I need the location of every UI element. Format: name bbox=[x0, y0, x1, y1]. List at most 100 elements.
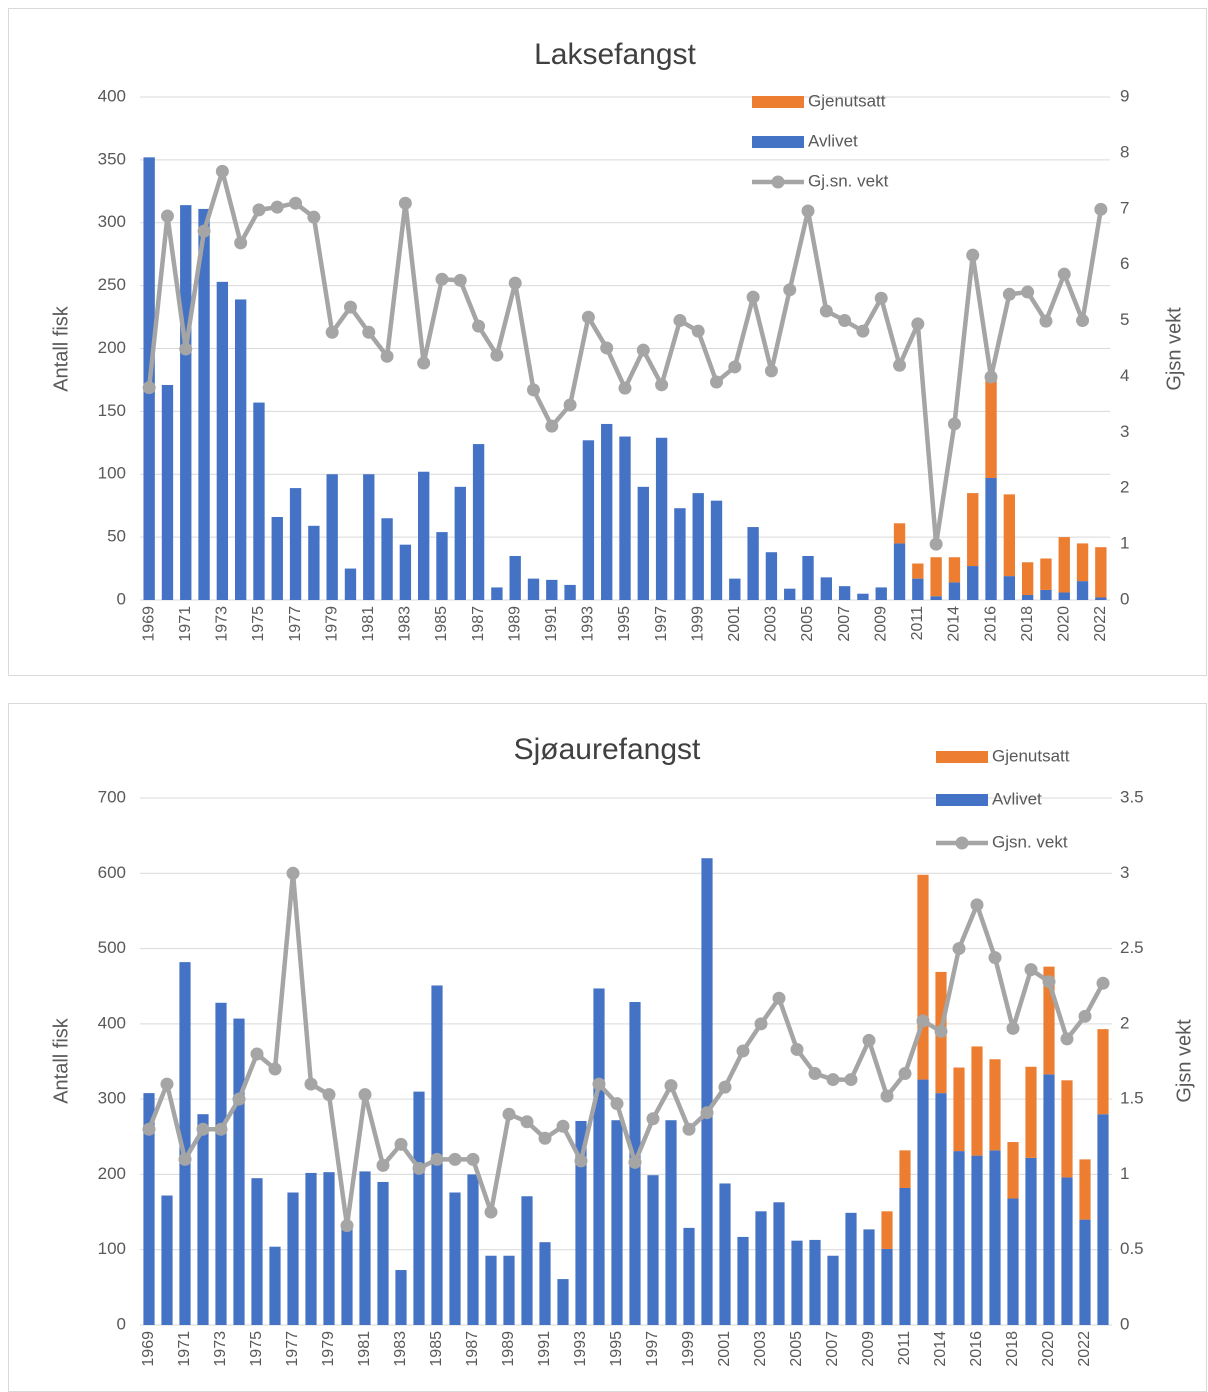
x-tick-label: 2016 bbox=[968, 1331, 985, 1367]
x-tick-label: 1969 bbox=[140, 1331, 157, 1367]
line-marker bbox=[628, 1155, 642, 1169]
y2-tick-label: 2 bbox=[1120, 478, 1129, 497]
line-marker bbox=[655, 378, 669, 392]
bar bbox=[509, 555, 521, 600]
bar bbox=[765, 552, 778, 600]
line-marker bbox=[790, 1042, 804, 1056]
bar bbox=[755, 1211, 767, 1325]
line-marker bbox=[736, 1044, 750, 1058]
bar bbox=[1021, 562, 1034, 595]
bar bbox=[197, 1114, 209, 1325]
bar bbox=[326, 474, 338, 600]
bar bbox=[989, 1059, 1001, 1151]
x-tick-label: 2022 bbox=[1092, 606, 1109, 642]
x-tick-label: 1977 bbox=[287, 606, 304, 642]
bar bbox=[1079, 1159, 1091, 1220]
y-axis-label: Antall fisk bbox=[50, 305, 72, 392]
bar bbox=[729, 578, 741, 600]
line-marker bbox=[581, 310, 595, 324]
y2-tick-label: 2.5 bbox=[1120, 938, 1144, 957]
x-tick-label: 2005 bbox=[799, 606, 816, 642]
bar bbox=[747, 527, 759, 600]
legend-swatch bbox=[955, 836, 969, 850]
bar bbox=[557, 1279, 569, 1325]
bar bbox=[820, 577, 832, 600]
x-tick-label: 1973 bbox=[212, 1331, 229, 1367]
bar bbox=[935, 1093, 947, 1325]
line-marker bbox=[304, 1077, 318, 1091]
line-marker bbox=[142, 381, 156, 395]
line-marker bbox=[801, 204, 815, 218]
y-tick-label: 150 bbox=[98, 401, 126, 420]
legend-label: Gj.sn. vekt bbox=[808, 171, 889, 190]
line-marker bbox=[772, 991, 786, 1005]
x-tick-label: 1975 bbox=[250, 606, 267, 642]
legend-swatch bbox=[771, 175, 785, 189]
bar bbox=[953, 1151, 965, 1325]
line-marker bbox=[343, 300, 357, 314]
bar bbox=[323, 1172, 335, 1325]
bar bbox=[1003, 576, 1016, 600]
bar bbox=[802, 555, 814, 600]
bar bbox=[215, 1002, 227, 1325]
bar bbox=[467, 1174, 479, 1325]
bar bbox=[637, 486, 649, 600]
bar bbox=[967, 566, 979, 600]
x-tick-label: 1973 bbox=[214, 606, 231, 642]
bar bbox=[269, 1246, 281, 1325]
legend-swatch bbox=[936, 794, 988, 806]
y2-tick-label: 9 bbox=[1120, 86, 1129, 105]
x-tick-label: 1979 bbox=[323, 606, 340, 642]
bar bbox=[692, 493, 704, 600]
x-tick-label: 1995 bbox=[608, 1331, 625, 1367]
line-marker bbox=[710, 375, 724, 389]
x-tick-label: 1997 bbox=[644, 1331, 661, 1367]
y2-tick-label: 6 bbox=[1120, 254, 1129, 273]
x-tick-label: 1979 bbox=[320, 1331, 337, 1367]
y2-tick-label: 1 bbox=[1120, 534, 1129, 553]
y2-tick-label: 0.5 bbox=[1120, 1239, 1144, 1258]
line-marker bbox=[556, 1119, 570, 1133]
line-marker bbox=[417, 356, 431, 370]
bar bbox=[1007, 1198, 1019, 1325]
bar bbox=[564, 584, 576, 600]
line-marker bbox=[250, 1047, 264, 1061]
x-tick-label: 1991 bbox=[543, 606, 560, 642]
legend-label: Avlivet bbox=[992, 789, 1042, 808]
y2-tick-label: 4 bbox=[1120, 366, 1129, 385]
bar bbox=[912, 563, 924, 579]
bar bbox=[948, 582, 961, 600]
legend-label: Gjenutsatt bbox=[808, 91, 886, 110]
bar bbox=[881, 1248, 893, 1325]
bar bbox=[953, 1067, 965, 1152]
bar bbox=[161, 384, 174, 600]
line-marker bbox=[160, 1077, 174, 1091]
y-tick-label: 100 bbox=[98, 464, 126, 483]
bar bbox=[683, 1227, 695, 1325]
y2-tick-label: 5 bbox=[1120, 310, 1129, 329]
bar bbox=[413, 1091, 425, 1325]
y-tick-label: 0 bbox=[117, 1314, 126, 1333]
bar bbox=[399, 544, 412, 600]
line-marker bbox=[289, 196, 303, 210]
line-marker bbox=[988, 951, 1002, 965]
bar bbox=[601, 423, 613, 600]
line-marker bbox=[856, 324, 870, 338]
line-marker bbox=[322, 1088, 336, 1102]
line-marker bbox=[600, 341, 614, 355]
bar bbox=[341, 1227, 353, 1325]
x-tick-label: 2014 bbox=[932, 1331, 949, 1367]
bar bbox=[899, 1187, 911, 1325]
bar bbox=[737, 1236, 749, 1325]
x-tick-label: 2001 bbox=[726, 606, 743, 642]
bar bbox=[1076, 581, 1089, 600]
x-tick-label: 1987 bbox=[470, 606, 487, 642]
line-marker bbox=[178, 1152, 192, 1166]
line-marker bbox=[929, 537, 943, 551]
line-marker bbox=[453, 273, 467, 287]
bar bbox=[454, 486, 466, 600]
bar bbox=[985, 478, 997, 600]
x-tick-label: 1971 bbox=[177, 606, 194, 642]
line-marker bbox=[325, 325, 339, 339]
bar bbox=[875, 587, 887, 600]
